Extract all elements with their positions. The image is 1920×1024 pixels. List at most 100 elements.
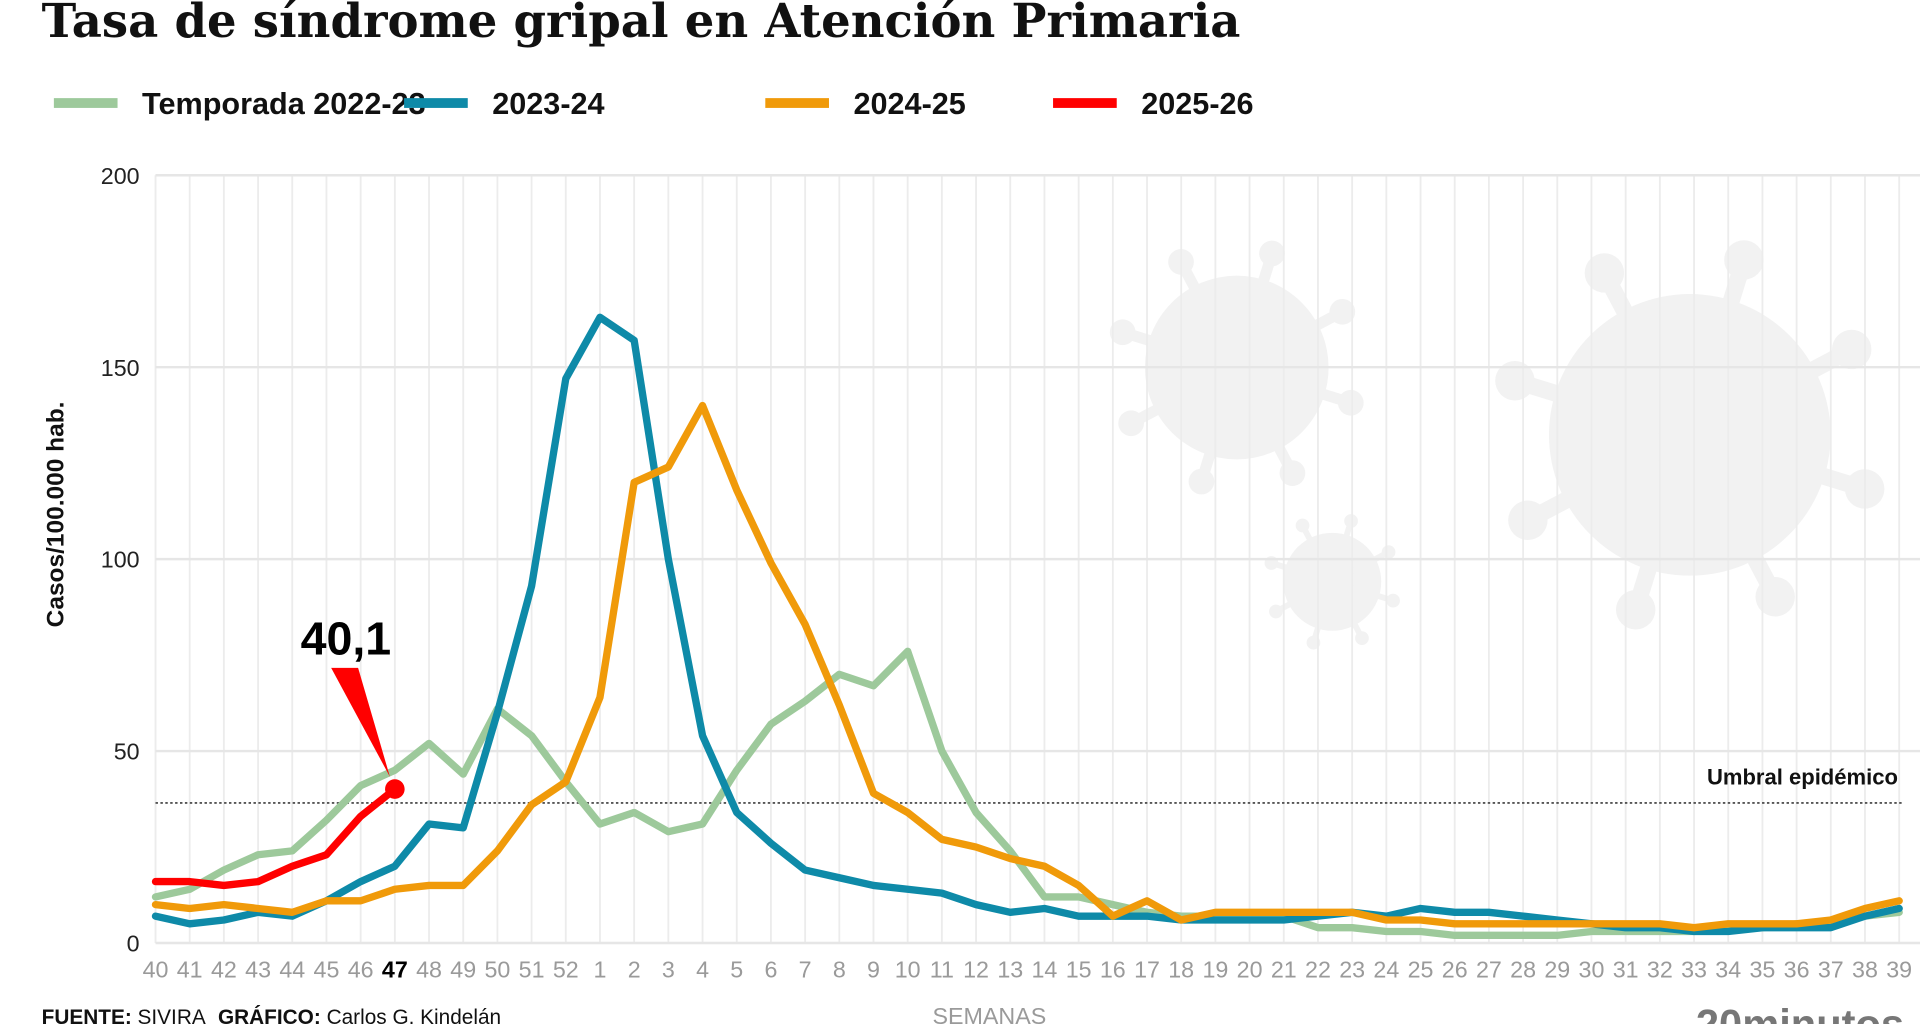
x-tick-label: 5: [730, 956, 743, 982]
virus-spike-tip: [1584, 253, 1625, 293]
virus-spike-tip: [1118, 410, 1144, 437]
x-tick-label: 40: [143, 956, 169, 982]
y-tick-label: 150: [101, 355, 140, 381]
virus-watermark: [1109, 240, 1885, 650]
x-tick-label: 10: [895, 956, 921, 982]
x-tick-label: 9: [867, 956, 880, 982]
virus-spike-tip: [1329, 298, 1356, 325]
epidemic-threshold: Umbral epidémico: [155, 765, 1905, 804]
footer-credits: FUENTE: SIVIRA GRÁFICO: Carlos G. Kindelá…: [42, 1006, 501, 1024]
virus-spike-tip: [1831, 329, 1872, 370]
grid: [154, 174, 1920, 945]
x-tick-label: 13: [997, 956, 1023, 982]
x-tick-label: 37: [1818, 956, 1844, 982]
x-tick-label: 34: [1715, 956, 1741, 982]
x-tick-label: 42: [211, 956, 237, 982]
value-annotation: 40,1: [301, 612, 405, 799]
virus-spike: [1523, 427, 1694, 528]
y-tick-label: 50: [114, 739, 140, 765]
series-lines: [151, 313, 1903, 940]
x-tick-label: 33: [1681, 956, 1707, 982]
y-axis: 0 50 100 150 200: [101, 163, 140, 957]
x-tick-label: 26: [1442, 956, 1468, 982]
x-tick-label: 27: [1476, 956, 1502, 982]
brand-logo: 20minutos: [1696, 1001, 1904, 1024]
x-tick-label: 3: [662, 956, 675, 982]
series-line: [151, 401, 1903, 932]
virus-spike: [1330, 549, 1390, 585]
x-tick-label: 8: [833, 956, 846, 982]
x-tick-label: 23: [1339, 956, 1365, 982]
virus-spike: [1627, 432, 1698, 613]
virus-spike-tip: [1355, 631, 1369, 645]
x-tick-label: 52: [553, 956, 579, 982]
x-tick-label: 47: [382, 956, 408, 982]
virus-spike-tip: [1386, 593, 1400, 608]
virus-spike: [1687, 426, 1868, 498]
virus-spike: [1234, 306, 1345, 373]
y-axis-label: Casos/100.000 hab.: [43, 402, 70, 628]
x-tick-label: 30: [1579, 956, 1605, 982]
x-tick-label: 22: [1305, 956, 1331, 982]
series-line: [151, 647, 1903, 940]
threshold-label: Umbral epidémico: [1707, 765, 1898, 790]
source-label: FUENTE:: [42, 1006, 132, 1024]
x-tick-label: 39: [1886, 956, 1912, 982]
legend-label: 2023-24: [492, 87, 604, 121]
virus-spike-tip: [1508, 500, 1548, 540]
virus-spike-tip: [1109, 319, 1136, 346]
x-tick-label: 48: [416, 956, 442, 982]
x-tick-label: 29: [1544, 956, 1570, 982]
virus-spike-tip: [1295, 518, 1310, 533]
legend-swatch: [404, 98, 468, 108]
x-tick-label: 4: [696, 956, 709, 982]
x-tick-label: 31: [1613, 956, 1639, 982]
legend-label: 2024-25: [853, 87, 965, 121]
virus-spike: [1329, 580, 1365, 640]
x-tick-label: 45: [314, 956, 340, 982]
y-tick-label: 100: [101, 547, 140, 573]
virus-spike: [1682, 430, 1783, 601]
series-line: [151, 785, 399, 890]
virus-spike: [1128, 362, 1240, 429]
virus-spike-tip: [1381, 545, 1396, 559]
legend-label: Temporada 2022-23: [142, 87, 426, 121]
virus-spike-tip: [1279, 460, 1306, 486]
x-tick-label: 41: [177, 956, 203, 982]
x-axis: 40 41 42 43 44 45 46 47 48 49 50 51 52 1 2 3 4 5 6 7 8 9 10 11 1…: [143, 956, 1913, 982]
legend-swatch: [53, 98, 118, 108]
virus-icon: [1495, 240, 1885, 630]
x-tick-label: 44: [279, 956, 305, 982]
x-tick-label: 32: [1647, 956, 1673, 982]
graphic-label: GRÁFICO:: [218, 1006, 321, 1024]
x-tick-label: 25: [1408, 956, 1434, 982]
x-tick-label: 46: [348, 956, 374, 982]
virus-spike-tip: [1306, 635, 1321, 650]
x-tick-label: 35: [1749, 956, 1775, 982]
last-value-point: [385, 779, 405, 799]
virus-spike-tip: [1724, 240, 1764, 280]
virus-spike-tip: [1188, 468, 1215, 495]
x-tick-label: 21: [1271, 956, 1297, 982]
virus-spike: [1329, 520, 1354, 583]
virus-spike-tip: [1755, 577, 1795, 617]
x-tick-label: 1: [594, 956, 607, 982]
virus-spike: [1196, 365, 1242, 484]
virus-spike: [1331, 578, 1394, 604]
virus-spike: [1121, 326, 1239, 373]
x-tick-label: 7: [799, 956, 812, 982]
x-tick-label: 17: [1134, 956, 1160, 982]
x-tick-label: 50: [484, 956, 510, 982]
x-tick-label: 12: [963, 956, 989, 982]
x-tick-label: 43: [245, 956, 271, 982]
virus-spike-tip: [1344, 514, 1358, 528]
legend-swatch: [1053, 98, 1117, 108]
virus-spike-tip: [1269, 604, 1283, 619]
virus-spike-tip: [1259, 240, 1285, 267]
y-tick-label: 200: [101, 163, 140, 189]
x-tick-label: 2: [628, 956, 641, 982]
legend: Temporada 2022-23 2023-24 2024-25 2025-26: [53, 87, 1254, 121]
chart-title: Tasa de síndrome gripal en Atención Prim…: [42, 0, 1241, 48]
virus-spike-tip: [1495, 361, 1535, 401]
